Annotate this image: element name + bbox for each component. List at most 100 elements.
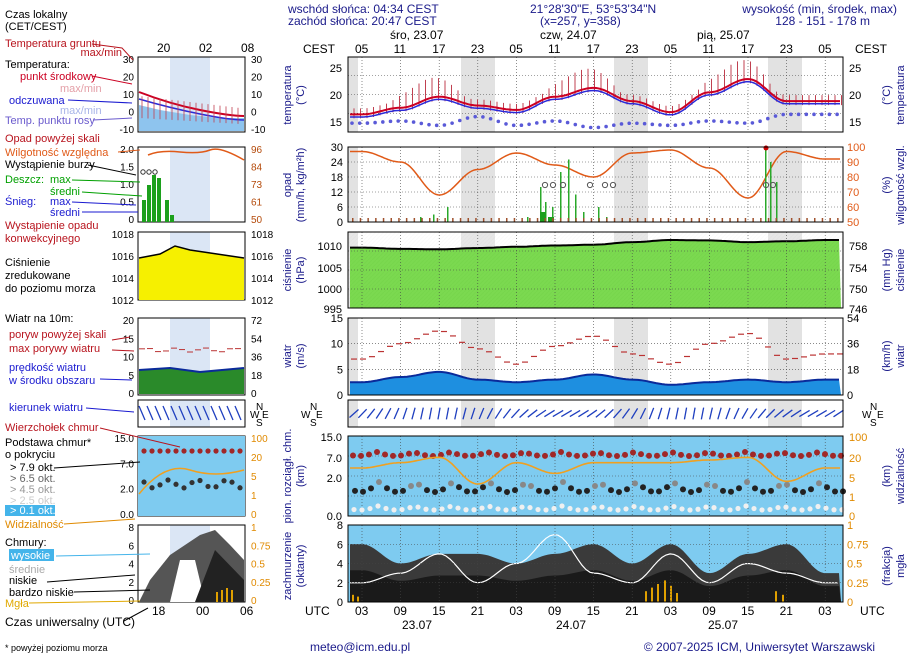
dew-point xyxy=(712,119,716,123)
cloud-top-dot xyxy=(558,449,564,456)
height-values: 128 - 151 - 178 m xyxy=(775,14,870,28)
dew-point xyxy=(419,121,424,126)
dew-point xyxy=(673,123,678,128)
cloud-low-dot xyxy=(359,507,365,513)
cloud-base-dot xyxy=(600,481,606,488)
footer-email[interactable]: meteo@icm.edu.pl xyxy=(310,640,410,654)
cloud-low-dot xyxy=(423,506,429,512)
precip-panel-night-3 xyxy=(768,147,802,222)
dew-point xyxy=(596,125,601,130)
legend-text: Czas lokalny (CET/CEST) Temperatura grun… xyxy=(5,9,135,653)
cloud-low-dot xyxy=(519,504,525,510)
legend-okt-4: > 2.5 okt. xyxy=(10,495,56,507)
legend-perceived-mm: max/min xyxy=(60,105,102,117)
wind-arrow xyxy=(630,408,639,419)
temp-rt-1: 20 xyxy=(849,90,861,102)
vis-rt-2: 5 xyxy=(849,473,855,485)
mini-top-tick-2: 08 xyxy=(241,41,255,55)
cloud-top-dot xyxy=(806,451,812,458)
cloud-low-dot xyxy=(399,506,405,513)
local-tick-2: 17 xyxy=(432,42,446,56)
cloud-top-dot xyxy=(462,452,468,459)
cloud-low-dot xyxy=(383,505,389,512)
mini-temp-r-2: 10 xyxy=(251,90,263,101)
cloud-base-dot xyxy=(432,488,438,495)
legend-very-low: bardzo niskie xyxy=(9,587,74,599)
mini-dir-arrow xyxy=(146,405,154,421)
cloud-base-dot xyxy=(720,487,726,494)
mini-bottom-tick-1: 00 xyxy=(196,604,210,618)
cloud-base-dot xyxy=(376,479,382,486)
legend-precip-above: Opad powyżej skali xyxy=(5,133,100,145)
legend-thunder: Wystąpienie burzy xyxy=(5,159,95,171)
humidity-rt-3: 70 xyxy=(847,187,859,199)
wind-arrow xyxy=(741,407,749,420)
mini-thunder-0 xyxy=(140,169,146,175)
mini-precip-border xyxy=(137,146,246,223)
cloud-base-dot xyxy=(440,486,446,493)
cloud-base-dot xyxy=(824,484,830,491)
dew-point xyxy=(742,121,747,125)
mini-temp-l-2: 10 xyxy=(123,90,135,101)
cloud-top-dot xyxy=(542,452,548,459)
mini-compass-s: S xyxy=(256,418,263,429)
dew-point xyxy=(381,120,385,124)
fog-rt-2: 0.5 xyxy=(847,559,862,571)
wind-arrow xyxy=(486,407,494,420)
local-tick-6: 17 xyxy=(587,42,601,56)
press-lt-2: 1000 xyxy=(318,284,342,296)
wind-arrow xyxy=(519,408,529,419)
utc-time-ticks: 03 09 15 21 03 09 15 21 03 09 15 21 03 xyxy=(355,604,832,618)
cloud-base-dot xyxy=(792,487,798,494)
wind-arrow xyxy=(586,409,598,418)
precip-bar-8 xyxy=(568,159,570,222)
mini-perceived-line xyxy=(138,98,245,121)
mini-rain-bar-1 xyxy=(147,185,151,222)
fog-bar-9 xyxy=(782,594,784,602)
cloud-base-dot xyxy=(536,487,542,494)
mini-dir-arrow xyxy=(162,405,170,421)
legend-humidity: Wilgotność względna xyxy=(5,147,109,159)
temp-border xyxy=(347,56,844,133)
precip-panel-bg xyxy=(348,147,843,222)
wind-arrow xyxy=(478,407,485,420)
wind-arrow xyxy=(357,408,368,419)
cloud-base-dot xyxy=(456,484,462,491)
legend-mid: średnie xyxy=(9,564,45,576)
humidity-rt-5: 50 xyxy=(847,217,859,229)
cover-panel: 8 6 4 2 0 1 0.75 0.5 0.25 0 xyxy=(337,520,869,609)
dew-point xyxy=(373,120,377,125)
mini-dir-arrow xyxy=(178,405,186,421)
legend-okt-3: > 4.5 okt. xyxy=(10,484,56,496)
mini-precip-l-1: 1.5 xyxy=(120,163,134,174)
wind-arrow xyxy=(815,409,828,418)
cloud-top-dot xyxy=(382,451,388,458)
dew-point xyxy=(411,120,416,124)
pressure-line xyxy=(350,239,839,251)
cloud-base-dot xyxy=(712,483,718,490)
dew-point xyxy=(827,112,832,117)
utc-tick-3: 21 xyxy=(471,604,485,618)
axis-precip-l: opad xyxy=(282,173,294,197)
fog-bar-3 xyxy=(651,587,653,602)
fog-rt-4: 0 xyxy=(847,597,853,609)
cloud-top-dot xyxy=(526,450,532,457)
wind-arrow xyxy=(833,409,844,418)
dew-point xyxy=(804,112,809,117)
wind-lt-3: 0 xyxy=(337,390,343,402)
cloud-base-dot xyxy=(664,484,670,491)
cloud-top-dot xyxy=(742,449,748,456)
footer-copyright: © 2007-2025 ICM, Uniwersytet Warszawski xyxy=(644,640,875,654)
vis-rt-1: 20 xyxy=(849,453,861,465)
utc-tick-10: 15 xyxy=(741,604,755,618)
cloud-base-dot xyxy=(384,485,390,492)
cloud-lt-2: 2.0 xyxy=(327,473,342,485)
temp-line xyxy=(350,78,840,116)
conv-mark xyxy=(629,218,631,222)
axis-fog-r2: mgła xyxy=(895,553,907,578)
axis-hum-r: wilgotność wzgl. xyxy=(895,145,907,225)
precip-bar-2 xyxy=(447,207,449,222)
cloud-top-dot xyxy=(510,452,516,459)
